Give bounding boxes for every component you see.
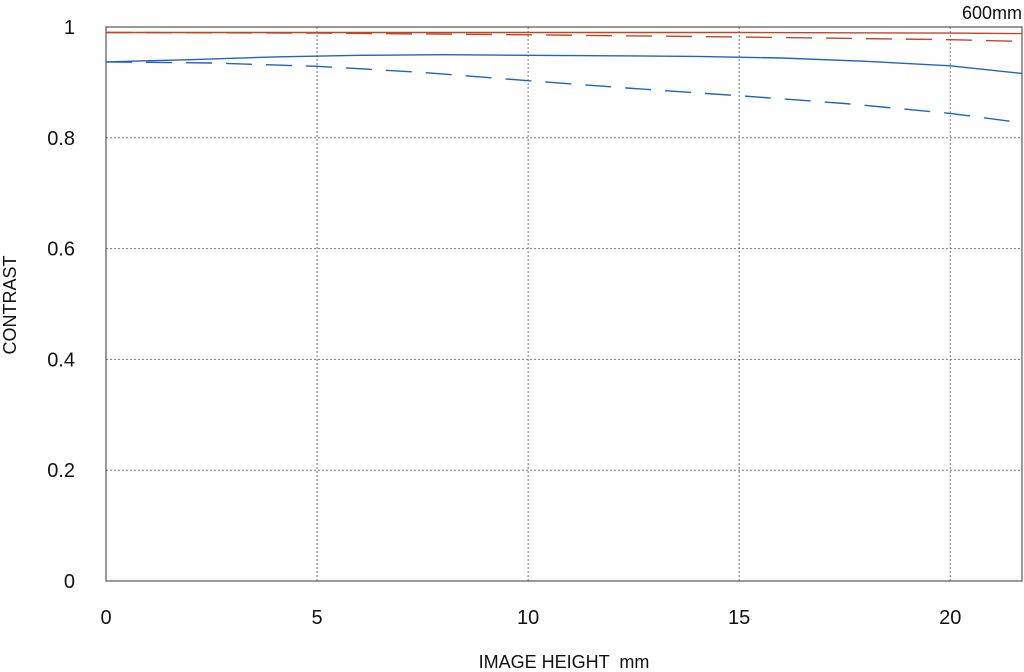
grid-lines — [106, 27, 1022, 581]
chart-title: 600mm — [962, 3, 1022, 23]
x-tick-labels: 0 5 10 15 20 — [100, 607, 961, 629]
plot-frame — [105, 26, 1023, 582]
series-line-3 — [105, 54, 1023, 75]
y-tick-labels: 0 0.2 0.4 0.6 0.8 1 — [47, 17, 75, 593]
y-tick-label: 0.2 — [47, 460, 75, 482]
x-tick-label: 20 — [939, 607, 961, 629]
x-axis-title: IMAGE HEIGHT mm — [479, 652, 650, 672]
series-line-4 — [105, 61, 1023, 124]
y-axis-title: CONTRAST — [0, 255, 20, 354]
x-tick-label: 10 — [517, 607, 539, 629]
y-tick-label: 0.8 — [47, 128, 75, 150]
series-line-2 — [105, 31, 1023, 43]
y-tick-label: 0.4 — [47, 349, 75, 371]
y-tick-label: 1 — [64, 17, 75, 39]
y-tick-label: 0.6 — [47, 239, 75, 261]
x-tick-label: 0 — [100, 607, 111, 629]
x-tick-label: 15 — [728, 607, 750, 629]
y-tick-label: 0 — [64, 571, 75, 593]
series-lines — [105, 31, 1023, 124]
x-tick-label: 5 — [311, 607, 322, 629]
